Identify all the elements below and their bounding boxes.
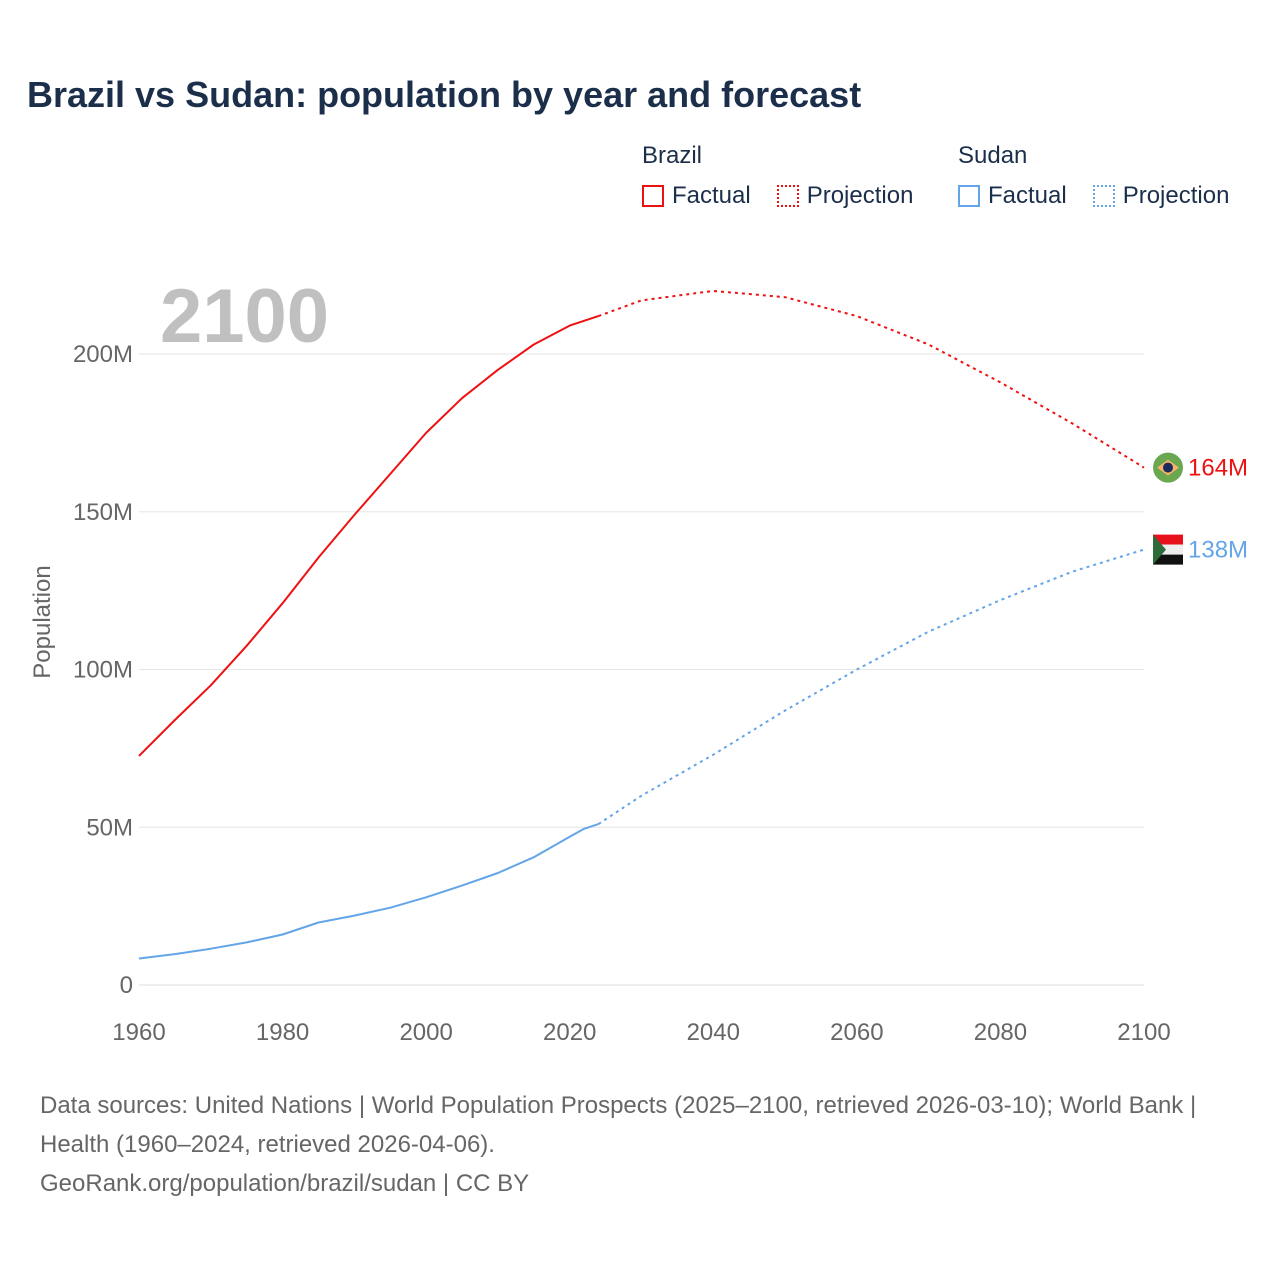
x-tick-label: 1960 xyxy=(112,1019,165,1046)
x-tick-label: 2020 xyxy=(543,1019,596,1046)
x-tick-label: 2080 xyxy=(974,1019,1027,1046)
year-watermark: 2100 xyxy=(160,274,329,359)
legend-label[interactable]: Projection xyxy=(806,182,914,209)
y-tick-label: 50M xyxy=(86,814,133,841)
y-tick-label: 150M xyxy=(73,499,133,526)
legend-swatch-factual xyxy=(642,185,664,207)
source-link[interactable]: GeoRank.org/population/brazil/sudan | CC… xyxy=(40,1170,530,1197)
legend-label[interactable]: Factual xyxy=(988,182,1067,209)
y-tick-label: 0 xyxy=(120,972,133,999)
sudan-flag-icon xyxy=(1153,544,1183,555)
legend-group-name: Sudan xyxy=(958,142,1028,169)
x-tick-label: 1980 xyxy=(256,1019,309,1046)
y-tick-label: 200M xyxy=(73,341,133,368)
x-tick-label: 2000 xyxy=(399,1019,452,1046)
chart-title: Brazil vs Sudan: population by year and … xyxy=(27,74,862,115)
sudan-factual-line xyxy=(138,823,599,960)
sudan-end-label: 138M xyxy=(1188,537,1248,564)
legend-sudan: Sudan Factual Projection xyxy=(958,142,1229,210)
legend-swatch-projection xyxy=(1092,185,1115,207)
legend-swatch-projection xyxy=(776,185,799,207)
x-tick-label: 2060 xyxy=(830,1019,883,1046)
y-axis-label: Population xyxy=(29,565,56,678)
footer: Data sources: United Nations | World Pop… xyxy=(40,1086,1240,1203)
legend-brazil: Brazil Factual Projection xyxy=(642,142,913,210)
data-sources: Data sources: United Nations | World Pop… xyxy=(40,1092,1197,1158)
brazil-end-label: 164M xyxy=(1188,455,1248,482)
x-tick-label: 2040 xyxy=(687,1019,740,1046)
sudan-projection-line xyxy=(597,548,1145,825)
legend-swatch-factual xyxy=(958,185,980,207)
brazil-factual-line xyxy=(138,315,599,757)
legend-label[interactable]: Factual xyxy=(672,182,751,209)
brazil-flag-icon xyxy=(1163,462,1173,473)
legend-group-name: Brazil xyxy=(642,142,703,169)
x-tick-label: 2100 xyxy=(1117,1019,1170,1046)
y-tick-label: 100M xyxy=(73,657,133,684)
sudan-flag-icon xyxy=(1153,554,1183,565)
sudan-flag-icon xyxy=(1153,534,1166,565)
brazil-projection-line xyxy=(598,289,1145,469)
legend-label[interactable]: Projection xyxy=(1122,182,1230,209)
sudan-flag-icon xyxy=(1153,534,1183,545)
